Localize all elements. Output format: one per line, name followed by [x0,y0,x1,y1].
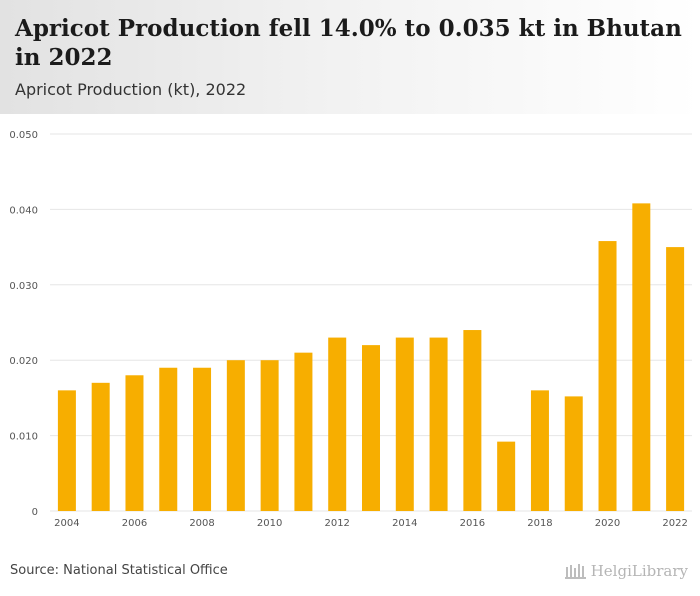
brand-name: HelgiLibrary [590,562,688,580]
y-tick-label: 0.020 [9,356,38,367]
x-tick-label-bg [117,513,152,529]
y-tick-label: 0 [32,507,38,518]
x-tick-label: 2008 [189,518,214,529]
x-tick-label: 2020 [595,518,620,529]
x-tick-label: 2014 [392,518,417,529]
x-tick-label-bg [185,513,220,529]
x-tick-label: 2022 [662,518,687,529]
x-tick-label: 2018 [527,518,552,529]
bar-2018 [530,390,549,511]
bar-2006 [125,375,144,511]
bar-2009 [226,360,245,511]
y-tick-label: 0.040 [9,205,38,216]
bar-2020 [598,241,617,511]
library-icon [564,564,586,579]
bar-2012 [328,337,347,511]
x-tick-label: 2006 [122,518,147,529]
chart-subtitle: Apricot Production (kt), 2022 [15,80,247,99]
bar-2010 [260,360,279,511]
x-tick-label-bg [252,513,287,529]
bar-2022 [666,247,685,511]
x-tick-label: 2012 [324,518,349,529]
bar-2014 [395,337,414,511]
x-tick-label-bg [320,513,355,529]
bar-2017 [497,441,516,511]
bar-2013 [362,345,380,511]
x-tick-label: 2010 [257,518,282,529]
x-tick-label-bg [522,513,557,529]
y-tick-label: 0.050 [9,130,38,141]
bar-chart: 0 0.010 0.020 0.030 0.040 0.050 2004 2006 2008 20… [9,130,693,529]
bar-2005 [91,382,110,511]
bar-2016 [463,330,482,511]
chart-title: Apricot Production fell 14.0% to 0.035 k… [15,15,682,71]
x-tick-label: 2004 [54,518,79,529]
bar-2004 [57,390,76,511]
source-note: Source: National Statistical Office [10,563,228,578]
x-tick-label-bg [590,513,625,529]
bar-2021 [632,203,651,512]
x-tick-label-bg [387,513,422,529]
x-tick-label: 2016 [460,518,485,529]
y-tick-label: 0.030 [9,281,38,292]
bar-2011 [294,352,313,511]
bar-2008 [193,367,212,511]
bar-2015 [429,337,448,511]
chart-header: Apricot Production fell 14.0% to 0.035 k… [0,0,700,114]
x-tick-label-bg [455,513,490,529]
bar-2007 [159,367,178,511]
x-tick-label-bg [49,513,84,529]
brand-logo[interactable]: HelgiLibrary [564,562,688,580]
bar-2019 [564,396,583,511]
x-tick-label-bg [658,513,693,529]
y-tick-label: 0.010 [9,432,38,443]
